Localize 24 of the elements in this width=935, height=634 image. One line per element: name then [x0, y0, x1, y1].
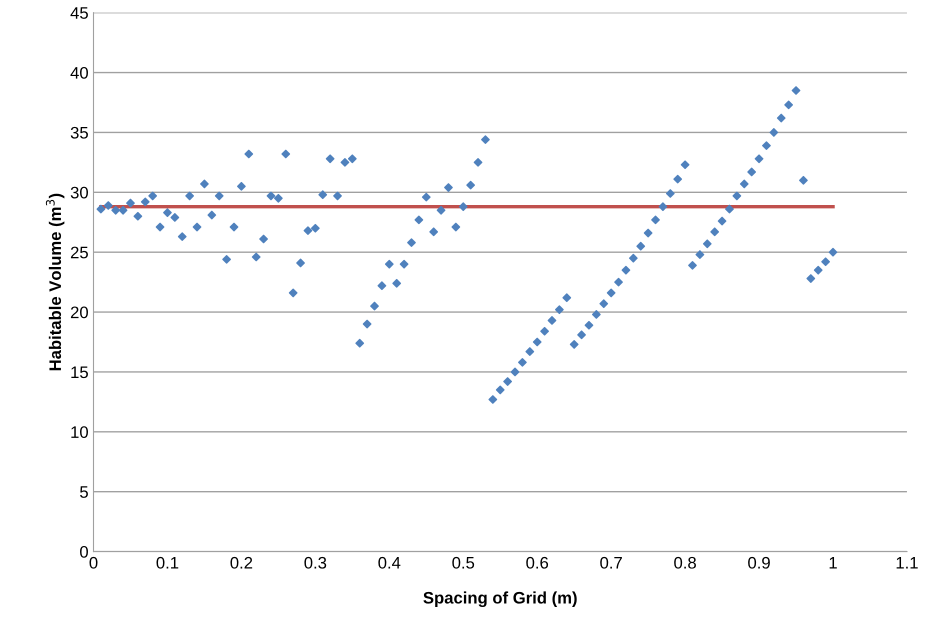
y-tick-label: 40: [70, 66, 88, 79]
x-tick-label: 0.5: [452, 556, 474, 569]
y-tick-label: 45: [70, 7, 88, 19]
y-tick-label: 15: [71, 366, 88, 378]
x-tick-label: 0.3: [304, 556, 326, 569]
x-axis-title: Spacing of Grid (m): [423, 591, 577, 608]
y-tick-label: 5: [80, 486, 88, 498]
y-tick-label: 20: [70, 306, 88, 318]
y-axis-title: Habitable Volume (m$^{3}$): [46, 194, 64, 370]
x-tick-label: 0: [90, 556, 98, 569]
y-tick-label: 0: [80, 546, 88, 558]
y-tick-label: 35: [70, 126, 88, 139]
x-tick-label: 1: [830, 557, 837, 569]
x-tick-label: 0.4: [378, 556, 400, 569]
y-tick-label: 30: [70, 186, 88, 199]
y-tick-label: 25: [70, 246, 88, 258]
x-tick-label: 0.8: [674, 556, 696, 569]
x-tick-label: 1.1: [896, 557, 918, 569]
x-tick-label: 0.9: [748, 556, 770, 569]
x-tick-label: 0.6: [526, 556, 548, 569]
y-tick-label: 10: [71, 426, 88, 438]
x-tick-label: 0.1: [156, 556, 178, 569]
x-tick-label: 0.2: [230, 556, 252, 569]
x-tick-label: 0.7: [600, 556, 622, 569]
